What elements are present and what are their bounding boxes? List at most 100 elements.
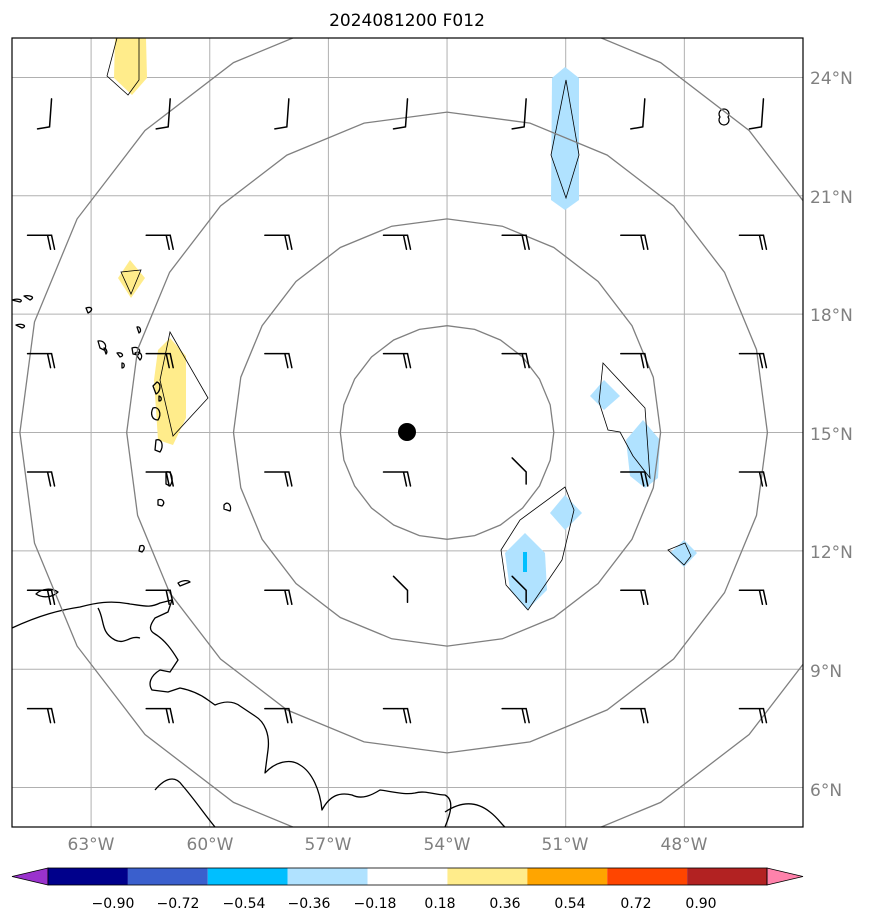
- colorbar-tick-label: −0.54: [223, 896, 266, 912]
- storm-center-marker: [398, 423, 416, 441]
- distance-ring: [339, 325, 555, 540]
- colorbar-segment: [207, 868, 288, 885]
- wind-barb: [382, 471, 412, 487]
- wind-barbs: [26, 98, 768, 724]
- distance-rings: [19, 38, 803, 827]
- distance-ring: [126, 111, 769, 754]
- wind-barb: [620, 471, 649, 487]
- wind-barb: [511, 575, 527, 604]
- wind-barb: [748, 98, 765, 130]
- lat-label-6: 6°N: [810, 781, 842, 801]
- colorbar-upper-extension: [766, 867, 804, 886]
- wind-barb: [630, 98, 646, 130]
- wind-barb: [264, 471, 293, 487]
- colorbar-segment: [287, 868, 368, 885]
- positive-anomaly-island: [118, 260, 145, 298]
- lat-label-18: 18°N: [810, 306, 853, 326]
- lon-label-60: 60°W: [187, 835, 234, 855]
- wind-barb: [738, 707, 768, 724]
- wind-barb: [738, 471, 768, 487]
- wind-barb: [620, 707, 649, 724]
- wind-barb: [26, 234, 56, 250]
- colorbar-tick-label: 0.36: [489, 896, 520, 912]
- colorbar-segment: [447, 868, 528, 885]
- wind-barb: [145, 471, 174, 487]
- latitude-labels: 24°N 21°N 18°N 15°N 12°N 9°N 6°N: [810, 69, 853, 801]
- lon-label-51: 51°W: [542, 835, 589, 855]
- lon-label-57: 57°W: [305, 835, 352, 855]
- colorbar-tick-label: −0.36: [288, 896, 331, 912]
- wind-barb: [392, 98, 409, 130]
- colorbar-tick-label: −0.18: [354, 896, 397, 912]
- colorbar-segment: [527, 868, 608, 885]
- lat-label-24: 24°N: [810, 69, 853, 89]
- colorbar-lower-extension: [11, 867, 49, 886]
- colorbar-tick-labels: −0.90 −0.72 −0.54 −0.36 −0.18 0.18 0.36 …: [92, 896, 717, 912]
- wind-barb: [392, 575, 409, 604]
- wind-barb: [36, 98, 53, 130]
- negative-anomaly-se-1: [550, 495, 582, 530]
- colorbar-tick-label: 0.72: [620, 896, 651, 912]
- map-frame: [11, 37, 804, 828]
- wind-barb: [511, 457, 527, 485]
- wind-barb: [620, 352, 649, 369]
- lat-label-12: 12°N: [810, 543, 853, 563]
- wind-barb: [26, 707, 56, 724]
- map-area: [12, 38, 803, 827]
- wind-barb: [738, 352, 768, 369]
- negative-anomaly-east-1: [590, 380, 620, 410]
- colorbar-segment: [607, 868, 688, 885]
- wind-barb: [501, 234, 530, 250]
- distance-ring: [19, 38, 803, 827]
- lon-label-48: 48°W: [661, 835, 708, 855]
- colorbar-segment: [687, 868, 767, 885]
- strong-negative-spot: [523, 552, 527, 572]
- wind-barb: [738, 589, 768, 606]
- lon-label-63: 63°W: [68, 835, 115, 855]
- coastlines: [12, 108, 730, 827]
- wind-barb: [501, 707, 530, 724]
- wind-barb: [382, 234, 412, 250]
- lat-label-21: 21°N: [810, 188, 853, 208]
- wind-barb: [274, 98, 290, 130]
- colorbar-segment: [367, 868, 448, 885]
- wind-barb: [738, 234, 768, 250]
- wind-barb: [145, 707, 174, 724]
- longitude-labels: 63°W 60°W 57°W 54°W 51°W 48°W: [68, 835, 708, 855]
- wind-barb: [511, 98, 527, 130]
- colorbar-segment: [127, 868, 208, 885]
- positive-anomaly-antilles: [154, 338, 186, 445]
- wind-barb: [155, 98, 171, 130]
- colorbar-tick-label: −0.90: [92, 896, 135, 912]
- wind-barb: [26, 352, 56, 369]
- wind-barb: [501, 352, 530, 369]
- wind-barb: [26, 471, 56, 487]
- negative-anomaly-north: [551, 67, 579, 210]
- graticule: [12, 38, 803, 827]
- colorbar: [11, 867, 804, 886]
- lon-label-54: 54°W: [424, 835, 471, 855]
- colorbar-frame: [47, 867, 768, 886]
- wind-barb: [382, 352, 412, 369]
- wind-barb: [145, 234, 174, 250]
- wind-barb: [264, 352, 293, 369]
- lat-label-9: 9°N: [810, 662, 842, 682]
- lat-label-15: 15°N: [810, 425, 853, 445]
- figure-title: 2024081200 F012: [329, 11, 485, 31]
- wind-barb: [26, 589, 56, 606]
- colorbar-tick-label: 0.54: [554, 896, 585, 912]
- negative-anomaly-east-2: [626, 420, 660, 488]
- wind-barb: [264, 707, 293, 724]
- colorbar-segment: [48, 868, 128, 885]
- wind-barb: [145, 352, 174, 369]
- contours: [106, 38, 692, 611]
- wind-barb: [382, 707, 412, 724]
- colorbar-tick-label: 0.90: [685, 896, 716, 912]
- distance-ring: [232, 218, 662, 647]
- colorbar-tick-label: −0.72: [157, 896, 200, 912]
- wind-barb: [620, 589, 649, 606]
- wind-barb: [264, 589, 293, 606]
- wind-barb: [264, 234, 293, 250]
- wind-barb: [620, 234, 649, 250]
